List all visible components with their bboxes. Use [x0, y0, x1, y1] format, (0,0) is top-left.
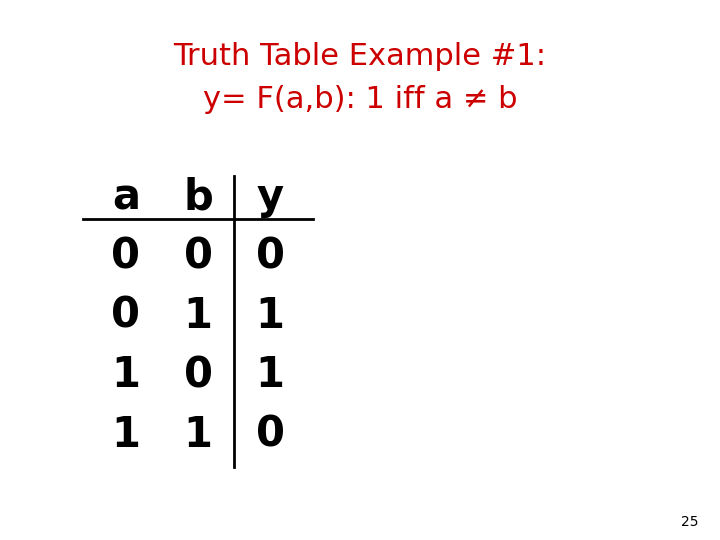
Text: 25: 25 — [681, 515, 698, 529]
Text: 0: 0 — [112, 295, 140, 337]
Text: b: b — [183, 176, 213, 218]
Text: y: y — [256, 176, 284, 218]
Text: 1: 1 — [184, 414, 212, 456]
Text: 1: 1 — [112, 354, 140, 396]
Text: 1: 1 — [256, 295, 284, 337]
Text: 0: 0 — [184, 354, 212, 396]
Text: y= F(a,b): 1 iff a ≠ b: y= F(a,b): 1 iff a ≠ b — [203, 85, 517, 114]
Text: a: a — [112, 176, 140, 218]
Text: 1: 1 — [256, 354, 284, 396]
Text: 1: 1 — [184, 295, 212, 337]
Text: 0: 0 — [256, 414, 284, 456]
Text: 0: 0 — [112, 235, 140, 278]
Text: 1: 1 — [112, 414, 140, 456]
Text: Truth Table Example #1:: Truth Table Example #1: — [174, 42, 546, 71]
Text: 0: 0 — [184, 235, 212, 278]
Text: 0: 0 — [256, 235, 284, 278]
